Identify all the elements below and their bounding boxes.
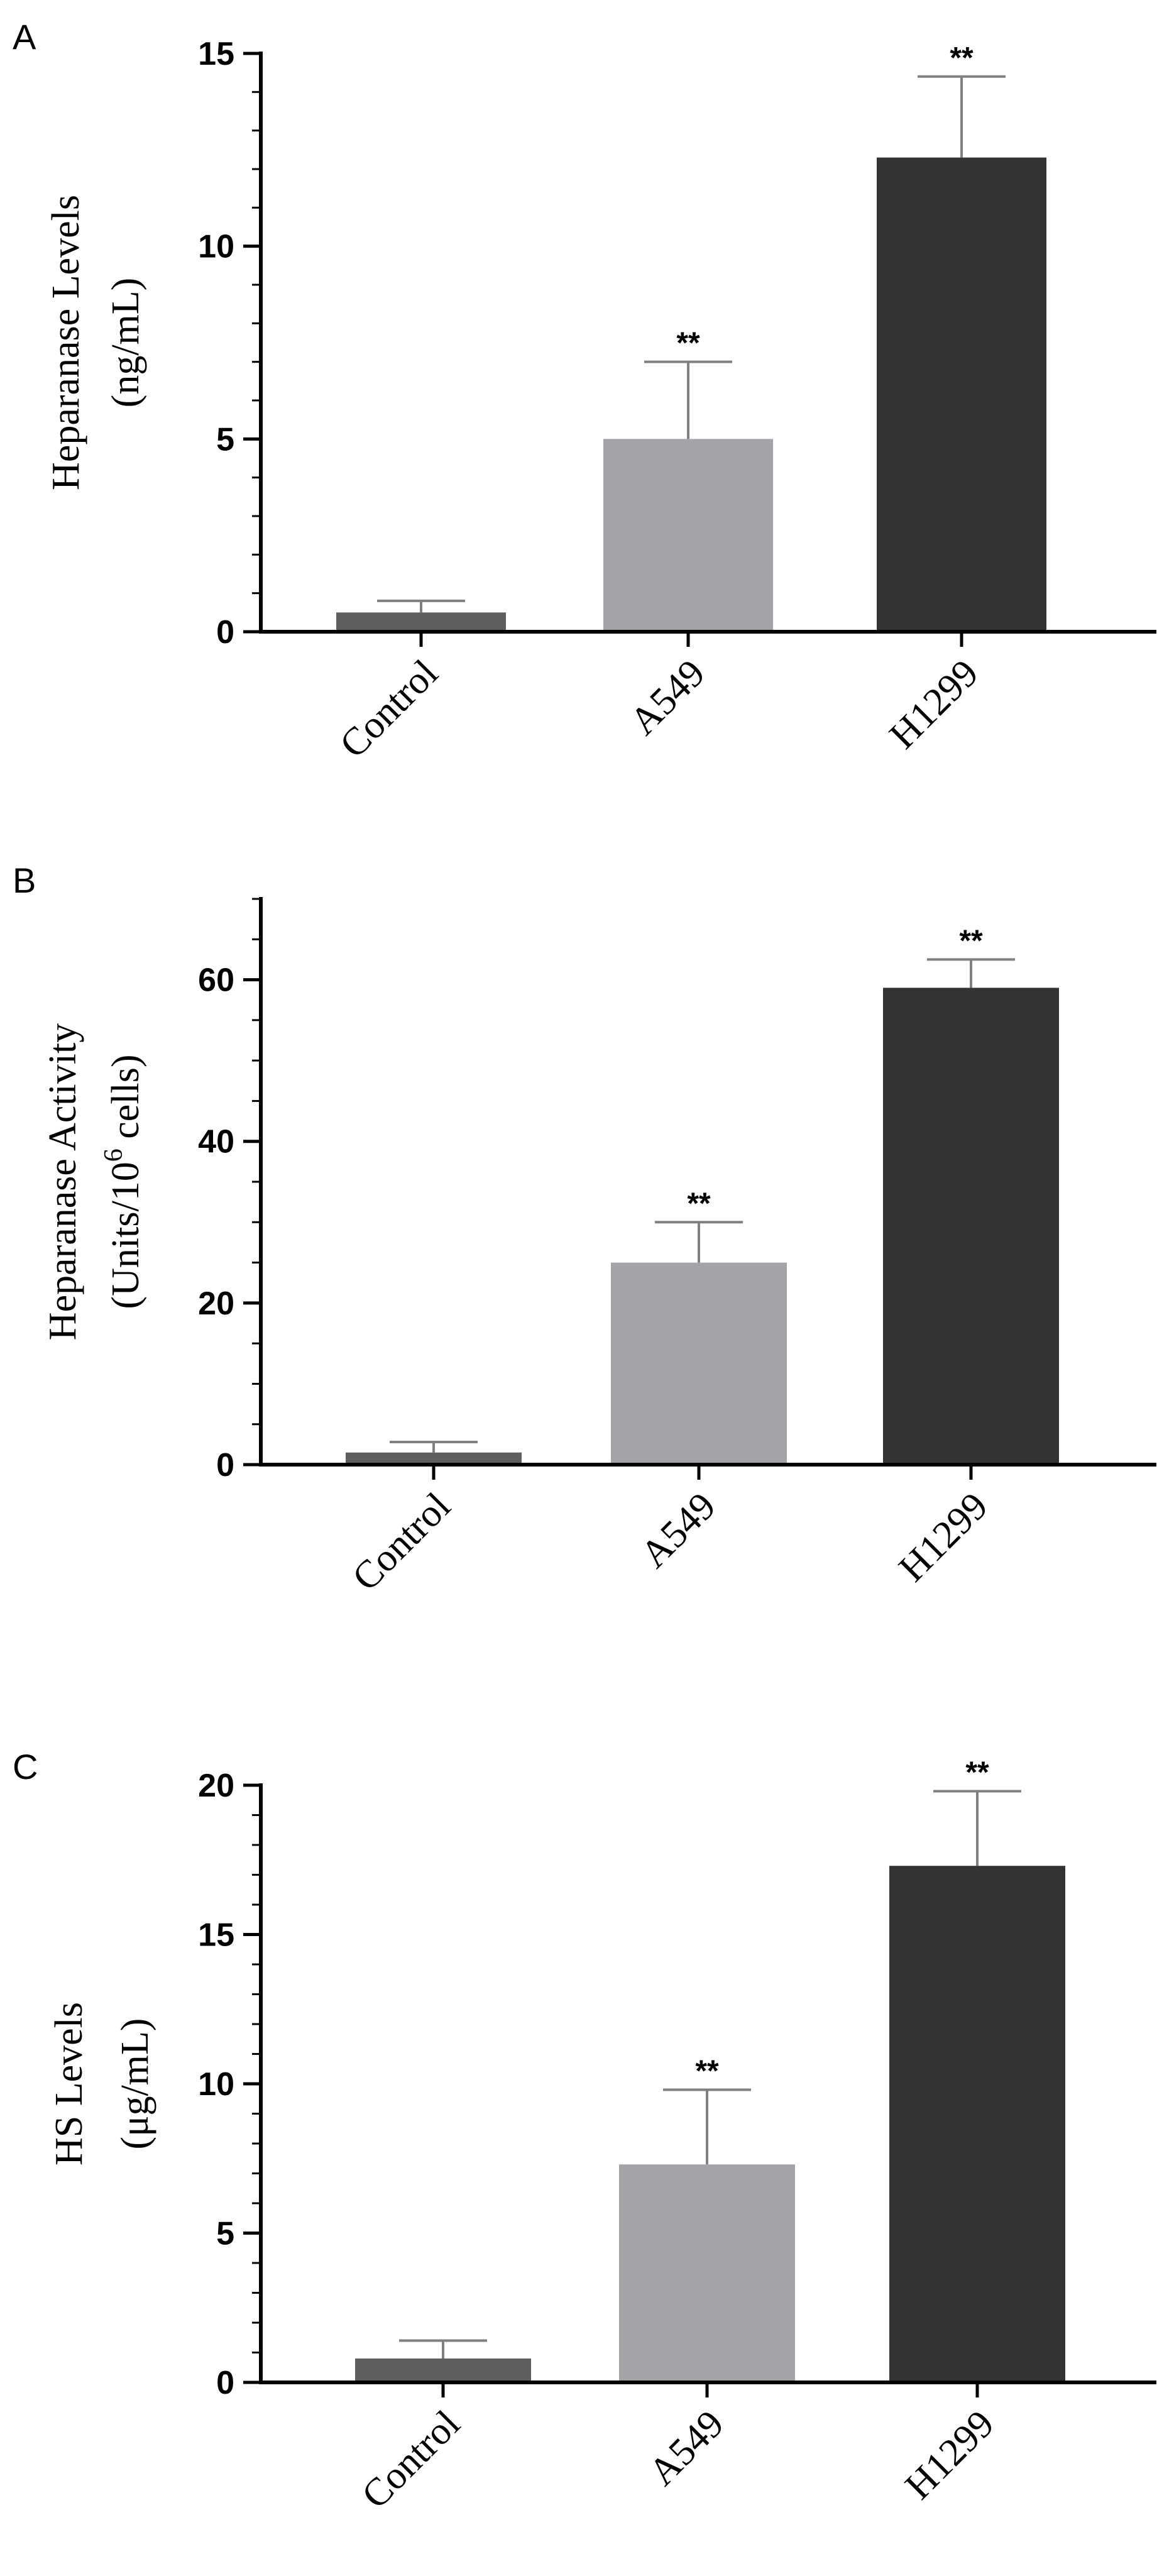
x-label-b-h1299: H1299 bbox=[891, 1485, 996, 1590]
significance-c-1: ** bbox=[695, 2055, 719, 2088]
significance-b-1: ** bbox=[687, 1187, 711, 1220]
y-label-part-b: (Units/10 bbox=[104, 1162, 147, 1309]
ytick-label-b: 60 bbox=[198, 962, 234, 999]
bar-c-control bbox=[355, 2359, 531, 2382]
panel-a: A ** ** 0 5 10 15 Control A549 H1299 Heparanase L… bbox=[13, 17, 1156, 766]
x-label-b-a549: A549 bbox=[632, 1485, 724, 1577]
y-label-line2-a: (ng/mL) bbox=[104, 278, 147, 408]
x-label-a-h1299: H1299 bbox=[881, 652, 986, 757]
bar-b-h1299 bbox=[883, 988, 1059, 1465]
y-label-part-b: cells) bbox=[104, 1055, 147, 1149]
panel-letter-b: B bbox=[13, 861, 36, 900]
ytick-label-c: 20 bbox=[198, 1768, 234, 1804]
y-label-line1-b: Heparanase Activity bbox=[41, 1023, 84, 1340]
ytick-label-c: 5 bbox=[216, 2216, 234, 2252]
ytick-label-c: 10 bbox=[198, 2066, 234, 2103]
ytick-label-a: 0 bbox=[216, 614, 234, 651]
ytick-label-b: 0 bbox=[216, 1447, 234, 1483]
y-label-superscript-b: 6 bbox=[99, 1148, 128, 1162]
ytick-label-a: 5 bbox=[216, 421, 234, 458]
y-label-line1-c: HS Levels bbox=[48, 2002, 91, 2166]
panel-letter-c: C bbox=[13, 1747, 38, 1786]
y-label-line2-b: (Units/106 cells) bbox=[99, 1055, 147, 1309]
ytick-label-b: 20 bbox=[198, 1285, 234, 1322]
x-label-a-control: Control bbox=[332, 652, 446, 766]
bar-a-control bbox=[336, 612, 506, 632]
x-label-a-a549: A549 bbox=[622, 652, 713, 744]
ytick-label-a: 15 bbox=[198, 36, 234, 72]
x-label-c-a549: A549 bbox=[640, 2403, 732, 2494]
ytick-label-b: 40 bbox=[198, 1124, 234, 1160]
bar-b-control bbox=[346, 1452, 522, 1465]
ytick-label-a: 10 bbox=[198, 229, 234, 265]
x-label-b-control: Control bbox=[344, 1485, 459, 1599]
x-label-c-h1299: H1299 bbox=[897, 2403, 1002, 2507]
bar-c-h1299 bbox=[889, 1866, 1065, 2382]
significance-c-2: ** bbox=[965, 1756, 989, 1790]
bar-b-a549 bbox=[611, 1262, 787, 1465]
panel-c: C ** ** 0 5 10 15 20 Control A549 H1299 HS Levels (… bbox=[13, 1747, 1156, 2517]
significance-b-2: ** bbox=[959, 924, 983, 957]
ytick-label-c: 15 bbox=[198, 1917, 234, 1954]
significance-a-1: ** bbox=[676, 327, 700, 360]
bar-a-h1299 bbox=[877, 157, 1046, 632]
ytick-label-c: 0 bbox=[216, 2365, 234, 2401]
panel-letter-a: A bbox=[13, 17, 36, 57]
y-label-line1-a: Heparanase Levels bbox=[45, 195, 87, 490]
bar-a-a549 bbox=[603, 439, 773, 632]
x-label-c-control: Control bbox=[354, 2403, 468, 2517]
significance-a-2: ** bbox=[950, 41, 974, 75]
bar-c-a549 bbox=[619, 2164, 795, 2382]
y-label-line2-c: (μg/mL) bbox=[114, 2018, 156, 2150]
panel-b: B ** ** 0 20 40 60 Control A549 H1299 Heparanase … bbox=[13, 861, 1156, 1599]
